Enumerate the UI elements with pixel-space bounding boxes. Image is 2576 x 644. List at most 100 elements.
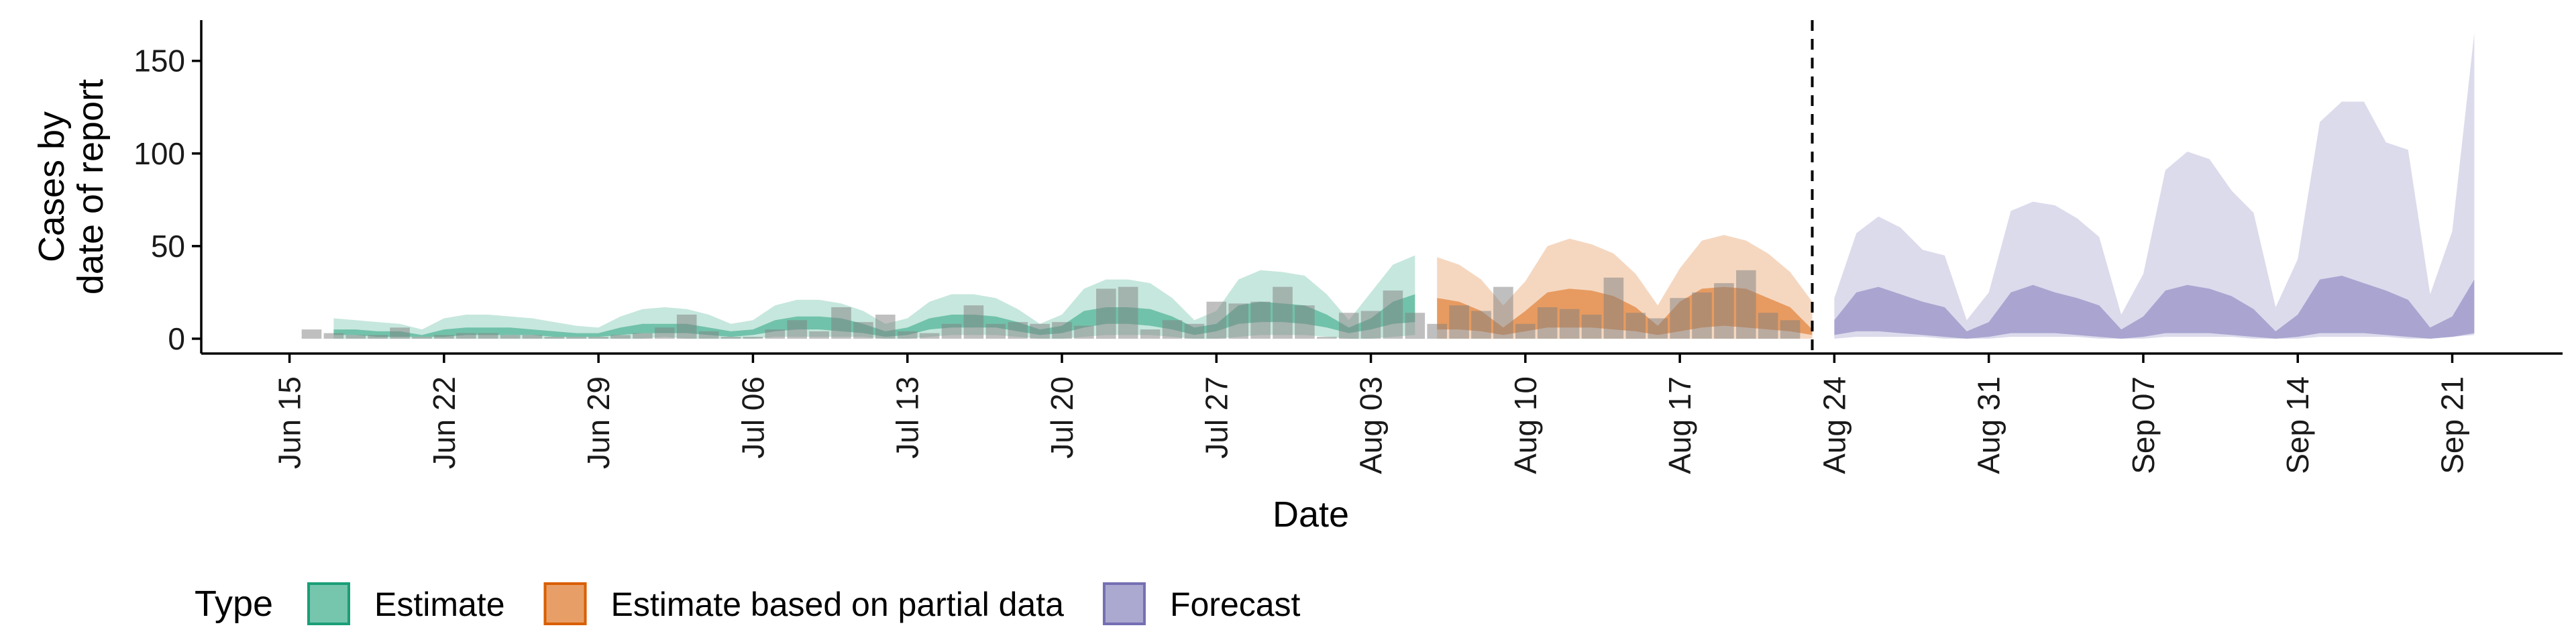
x-tick-label: Aug 03	[1354, 376, 1389, 474]
legend-swatch-estimate-based-on-partial-data	[543, 582, 587, 625]
x-tick-label: Jun 29	[581, 376, 616, 469]
x-tick-label: Sep 07	[2126, 376, 2161, 474]
reported-cases-bar	[655, 327, 675, 339]
x-tick-label: Sep 21	[2435, 376, 2470, 474]
reported-cases-bar	[633, 333, 653, 339]
reported-cases-bar	[1493, 286, 1513, 339]
reported-cases-bar	[456, 333, 476, 339]
reported-cases-bar	[1427, 323, 1447, 339]
reported-cases-bar	[1030, 323, 1050, 339]
reported-cases-bar	[1008, 322, 1028, 339]
y-axis-title-line: Cases by	[32, 111, 72, 262]
reported-cases-bar	[1383, 290, 1403, 339]
y-axis-title-line: date of report	[70, 79, 111, 294]
legend-title: Type	[195, 584, 273, 624]
reported-cases-bar	[1184, 323, 1205, 339]
reported-cases-bar	[1625, 313, 1646, 339]
reported-cases-bar	[522, 335, 543, 339]
reported-cases-bar	[985, 323, 1006, 339]
x-tick-label: Jun 22	[427, 376, 462, 469]
x-tick-label: Jul 27	[1199, 376, 1234, 459]
reported-cases-bar	[301, 329, 322, 339]
reported-cases-bar	[566, 337, 586, 339]
reported-cases-bar	[610, 335, 631, 339]
x-tick-label: Jul 06	[735, 376, 770, 459]
x-tick-label: Sep 14	[2280, 376, 2315, 474]
reported-cases-bar	[963, 305, 984, 339]
reported-cases-bar	[1714, 283, 1734, 339]
reported-cases-bar	[1140, 329, 1161, 339]
reported-cases-bar	[1581, 315, 1602, 339]
reported-cases-bar	[500, 335, 521, 339]
reported-cases-bar	[919, 333, 940, 339]
reported-cases-bar	[588, 337, 608, 339]
reported-cases-bar	[323, 333, 344, 339]
reported-cases-bar	[831, 307, 851, 339]
legend-label-estimate-based-on-partial-data: Estimate based on partial data	[611, 586, 1065, 623]
reported-cases-bar	[941, 323, 962, 339]
reported-cases-bar	[1515, 323, 1536, 339]
reported-cases-bar	[390, 327, 410, 339]
x-tick-label: Aug 17	[1662, 376, 1697, 474]
reported-cases-bar	[1692, 292, 1712, 339]
reported-cases-bar	[434, 335, 454, 339]
reported-cases-bar	[345, 335, 366, 339]
y-tick-label: 50	[151, 229, 185, 264]
reported-cases-bar	[1295, 305, 1315, 339]
plot-area	[301, 20, 2475, 354]
reported-cases-bar	[1118, 286, 1138, 339]
reported-cases-bar	[1162, 320, 1183, 339]
forecast-ribbon-50	[1834, 276, 2475, 339]
x-tick-label: Aug 24	[1817, 376, 1851, 474]
x-tick-label: Jul 13	[890, 376, 925, 459]
reported-cases-bar	[1449, 305, 1469, 339]
reported-cases-bar	[1273, 286, 1293, 339]
reported-cases-bar	[1317, 337, 1337, 339]
x-tick-label: Jul 20	[1044, 376, 1079, 459]
reported-cases-bar	[1052, 322, 1072, 339]
y-tick-label: 150	[133, 44, 185, 78]
x-tick-label: Aug 31	[1972, 376, 2006, 474]
reported-cases-bar	[765, 329, 786, 339]
reported-cases-bar	[1471, 311, 1491, 339]
reported-cases-bar	[1074, 325, 1094, 339]
x-tick-label: Aug 10	[1508, 376, 1543, 474]
reported-cases-bar	[1338, 313, 1359, 339]
estimate-ribbon-50	[333, 294, 1415, 337]
x-axis-title: Date	[1273, 494, 1349, 535]
legend-swatch-forecast	[1102, 582, 1146, 625]
reported-cases-bar	[676, 315, 697, 339]
reported-cases-bar	[544, 337, 565, 339]
x-tick-label: Jun 15	[272, 376, 307, 469]
reported-cases-bar	[809, 331, 829, 339]
reported-cases-bar	[1603, 277, 1624, 339]
reported-cases-bar	[787, 320, 807, 339]
reported-cases-bar	[478, 333, 498, 339]
reported-cases-bar	[698, 331, 719, 339]
reported-cases-bar	[1670, 298, 1690, 339]
reported-cases-bar	[1228, 303, 1248, 339]
reported-cases-bar	[1405, 313, 1426, 339]
legend: Type Estimate Estimate based on partial da…	[195, 582, 1301, 625]
reported-cases-bar	[1206, 301, 1227, 339]
reported-cases-bar	[1096, 288, 1116, 339]
reported-cases-bar	[743, 337, 763, 339]
y-tick-label: 0	[168, 321, 185, 356]
reported-cases-bar	[897, 331, 918, 339]
reported-cases-bar	[1758, 313, 1778, 339]
reported-cases-bar	[1360, 311, 1381, 339]
reported-cases-bar	[412, 337, 432, 339]
reported-cases-bar	[1250, 301, 1271, 339]
y-axis-title: Cases bydate of report	[32, 79, 111, 294]
forecast-ribbon-90	[1834, 33, 2475, 339]
reported-cases-bar	[853, 322, 873, 339]
y-tick-label: 100	[133, 136, 185, 171]
legend-swatch-estimate	[307, 582, 350, 625]
reported-cases-bar	[1648, 318, 1668, 339]
legend-label-forecast: Forecast	[1170, 586, 1301, 623]
reported-cases-bar	[875, 315, 896, 339]
axes: 0 50 100 150 Jun 15 Jun 22 Jun 29 Jul 06 Jul 13 J…	[32, 20, 2563, 535]
reported-cases-bar	[1559, 309, 1580, 339]
reported-cases-bar	[1780, 320, 1801, 339]
